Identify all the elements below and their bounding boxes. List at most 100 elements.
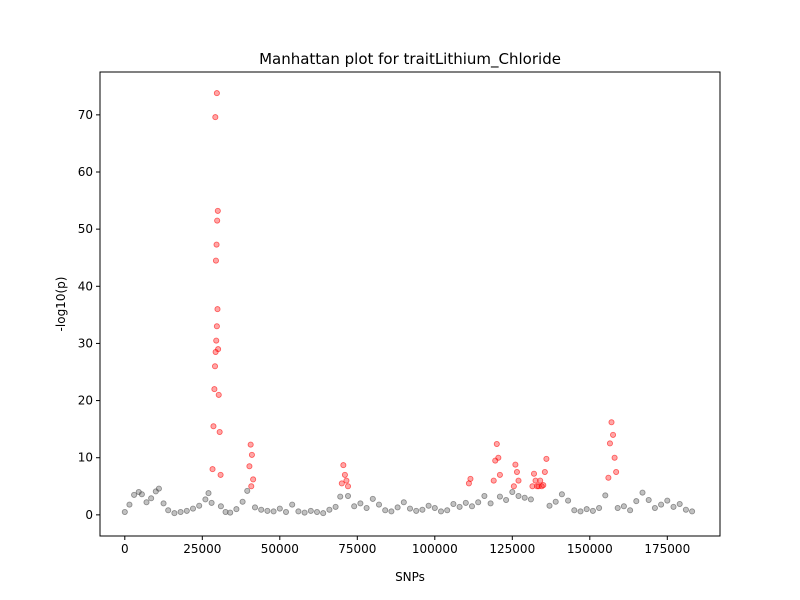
background-snp-point bbox=[394, 504, 401, 511]
background-snp-point bbox=[382, 507, 389, 514]
background-snp-point bbox=[583, 506, 590, 513]
background-snp-point bbox=[419, 506, 426, 513]
background-snp-point bbox=[503, 496, 510, 503]
background-snp-point bbox=[258, 506, 265, 513]
x-tick-label: 125000 bbox=[489, 542, 535, 556]
background-snp-point bbox=[351, 503, 358, 510]
x-axis-label: SNPs bbox=[395, 570, 425, 584]
background-snp-point bbox=[264, 507, 271, 514]
background-snp-point bbox=[521, 494, 528, 501]
background-snp-point bbox=[177, 508, 184, 515]
significant-snp-point bbox=[529, 483, 536, 490]
significant-snp-point bbox=[216, 428, 223, 435]
background-snp-point bbox=[239, 498, 246, 505]
significant-snp-point bbox=[338, 480, 345, 487]
y-axis: 0 10 20 30 40 50 60 70 bbox=[78, 108, 100, 522]
significant-snp-point bbox=[247, 441, 254, 448]
y-axis-label: -log10(p) bbox=[54, 277, 68, 332]
x-tick-label: 50000 bbox=[261, 542, 299, 556]
background-snp-point bbox=[165, 507, 172, 514]
background-snp-point bbox=[251, 504, 258, 511]
significant-snp-point bbox=[605, 474, 612, 481]
significant-snp-point bbox=[214, 217, 221, 224]
background-snp-point bbox=[558, 491, 565, 498]
x-tick-label: 100000 bbox=[412, 542, 458, 556]
background-snp-point bbox=[676, 500, 683, 507]
x-tick-label: 75000 bbox=[338, 542, 376, 556]
background-snp-point bbox=[160, 500, 167, 507]
y-tick-label: 0 bbox=[85, 508, 93, 522]
background-snp-point bbox=[552, 498, 559, 505]
background-snp-point bbox=[639, 489, 646, 496]
background-snp-point bbox=[546, 502, 553, 509]
background-snp-point bbox=[444, 507, 451, 514]
y-tick-label: 40 bbox=[78, 279, 93, 293]
background-snp-point bbox=[313, 508, 320, 515]
x-tick-label: 150000 bbox=[567, 542, 613, 556]
significant-snp-point bbox=[211, 386, 218, 393]
background-snp-point bbox=[475, 499, 482, 506]
background-snp-point bbox=[202, 496, 209, 503]
significant-snp-point bbox=[217, 471, 224, 478]
background-snp-point bbox=[375, 501, 382, 508]
significant-snp-point bbox=[610, 431, 617, 438]
background-snp-point bbox=[148, 495, 155, 502]
background-snp-point bbox=[121, 508, 128, 515]
significant-snp-point bbox=[540, 482, 547, 489]
background-snp-point bbox=[227, 509, 234, 516]
background-snp-point bbox=[658, 501, 665, 508]
background-snp-point bbox=[282, 508, 289, 515]
background-snp-point bbox=[189, 505, 196, 512]
significant-snp-point bbox=[513, 468, 520, 475]
y-tick-label: 30 bbox=[78, 336, 93, 350]
background-snp-point bbox=[344, 492, 351, 499]
background-snp-point bbox=[645, 496, 652, 503]
background-snp-point bbox=[400, 499, 407, 506]
x-tick-label: 175000 bbox=[644, 542, 690, 556]
x-axis: 0 25000 50000 75000 100000 125000 150000 175000 bbox=[121, 536, 690, 556]
background-snp-point bbox=[295, 508, 302, 515]
significant-snp-point bbox=[212, 363, 219, 370]
significant-snp-point bbox=[490, 477, 497, 484]
background-snp-points bbox=[121, 485, 696, 517]
background-snp-point bbox=[456, 503, 463, 510]
background-snp-point bbox=[571, 507, 578, 514]
background-snp-point bbox=[155, 485, 162, 492]
background-snp-point bbox=[205, 490, 212, 497]
background-snp-point bbox=[577, 508, 584, 515]
background-snp-point bbox=[664, 497, 671, 504]
background-snp-point bbox=[289, 501, 296, 508]
significant-snp-point bbox=[212, 257, 219, 264]
background-snp-point bbox=[332, 503, 339, 510]
background-snp-point bbox=[614, 504, 621, 511]
significant-snp-point bbox=[215, 391, 222, 398]
x-tick-label: 0 bbox=[121, 542, 129, 556]
significant-snp-point bbox=[493, 440, 500, 447]
background-snp-point bbox=[627, 507, 634, 514]
significant-snp-point bbox=[213, 337, 220, 344]
significant-snp-point bbox=[248, 483, 255, 490]
significant-snp-point bbox=[613, 468, 620, 475]
background-snp-point bbox=[208, 499, 215, 506]
background-snp-point bbox=[565, 497, 572, 504]
background-snp-point bbox=[363, 504, 370, 511]
background-snp-point bbox=[633, 498, 640, 505]
background-snp-point bbox=[487, 500, 494, 507]
background-snp-point bbox=[682, 506, 689, 513]
significant-snp-point bbox=[512, 461, 519, 468]
significant-snp-point bbox=[537, 477, 544, 484]
significant-snp-point bbox=[213, 90, 220, 97]
significant-snp-point bbox=[246, 463, 253, 470]
background-snp-point bbox=[301, 509, 308, 516]
chart-title: Manhattan plot for traitLithium_Chloride bbox=[259, 50, 561, 69]
background-snp-point bbox=[481, 492, 488, 499]
significant-snp-point bbox=[611, 454, 618, 461]
background-snp-point bbox=[406, 505, 413, 512]
significant-snp-point bbox=[606, 440, 613, 447]
background-snp-point bbox=[244, 487, 251, 494]
background-snp-point bbox=[450, 500, 457, 507]
background-snp-point bbox=[217, 503, 224, 510]
background-snp-point bbox=[462, 499, 469, 506]
significant-snp-points bbox=[209, 90, 620, 490]
